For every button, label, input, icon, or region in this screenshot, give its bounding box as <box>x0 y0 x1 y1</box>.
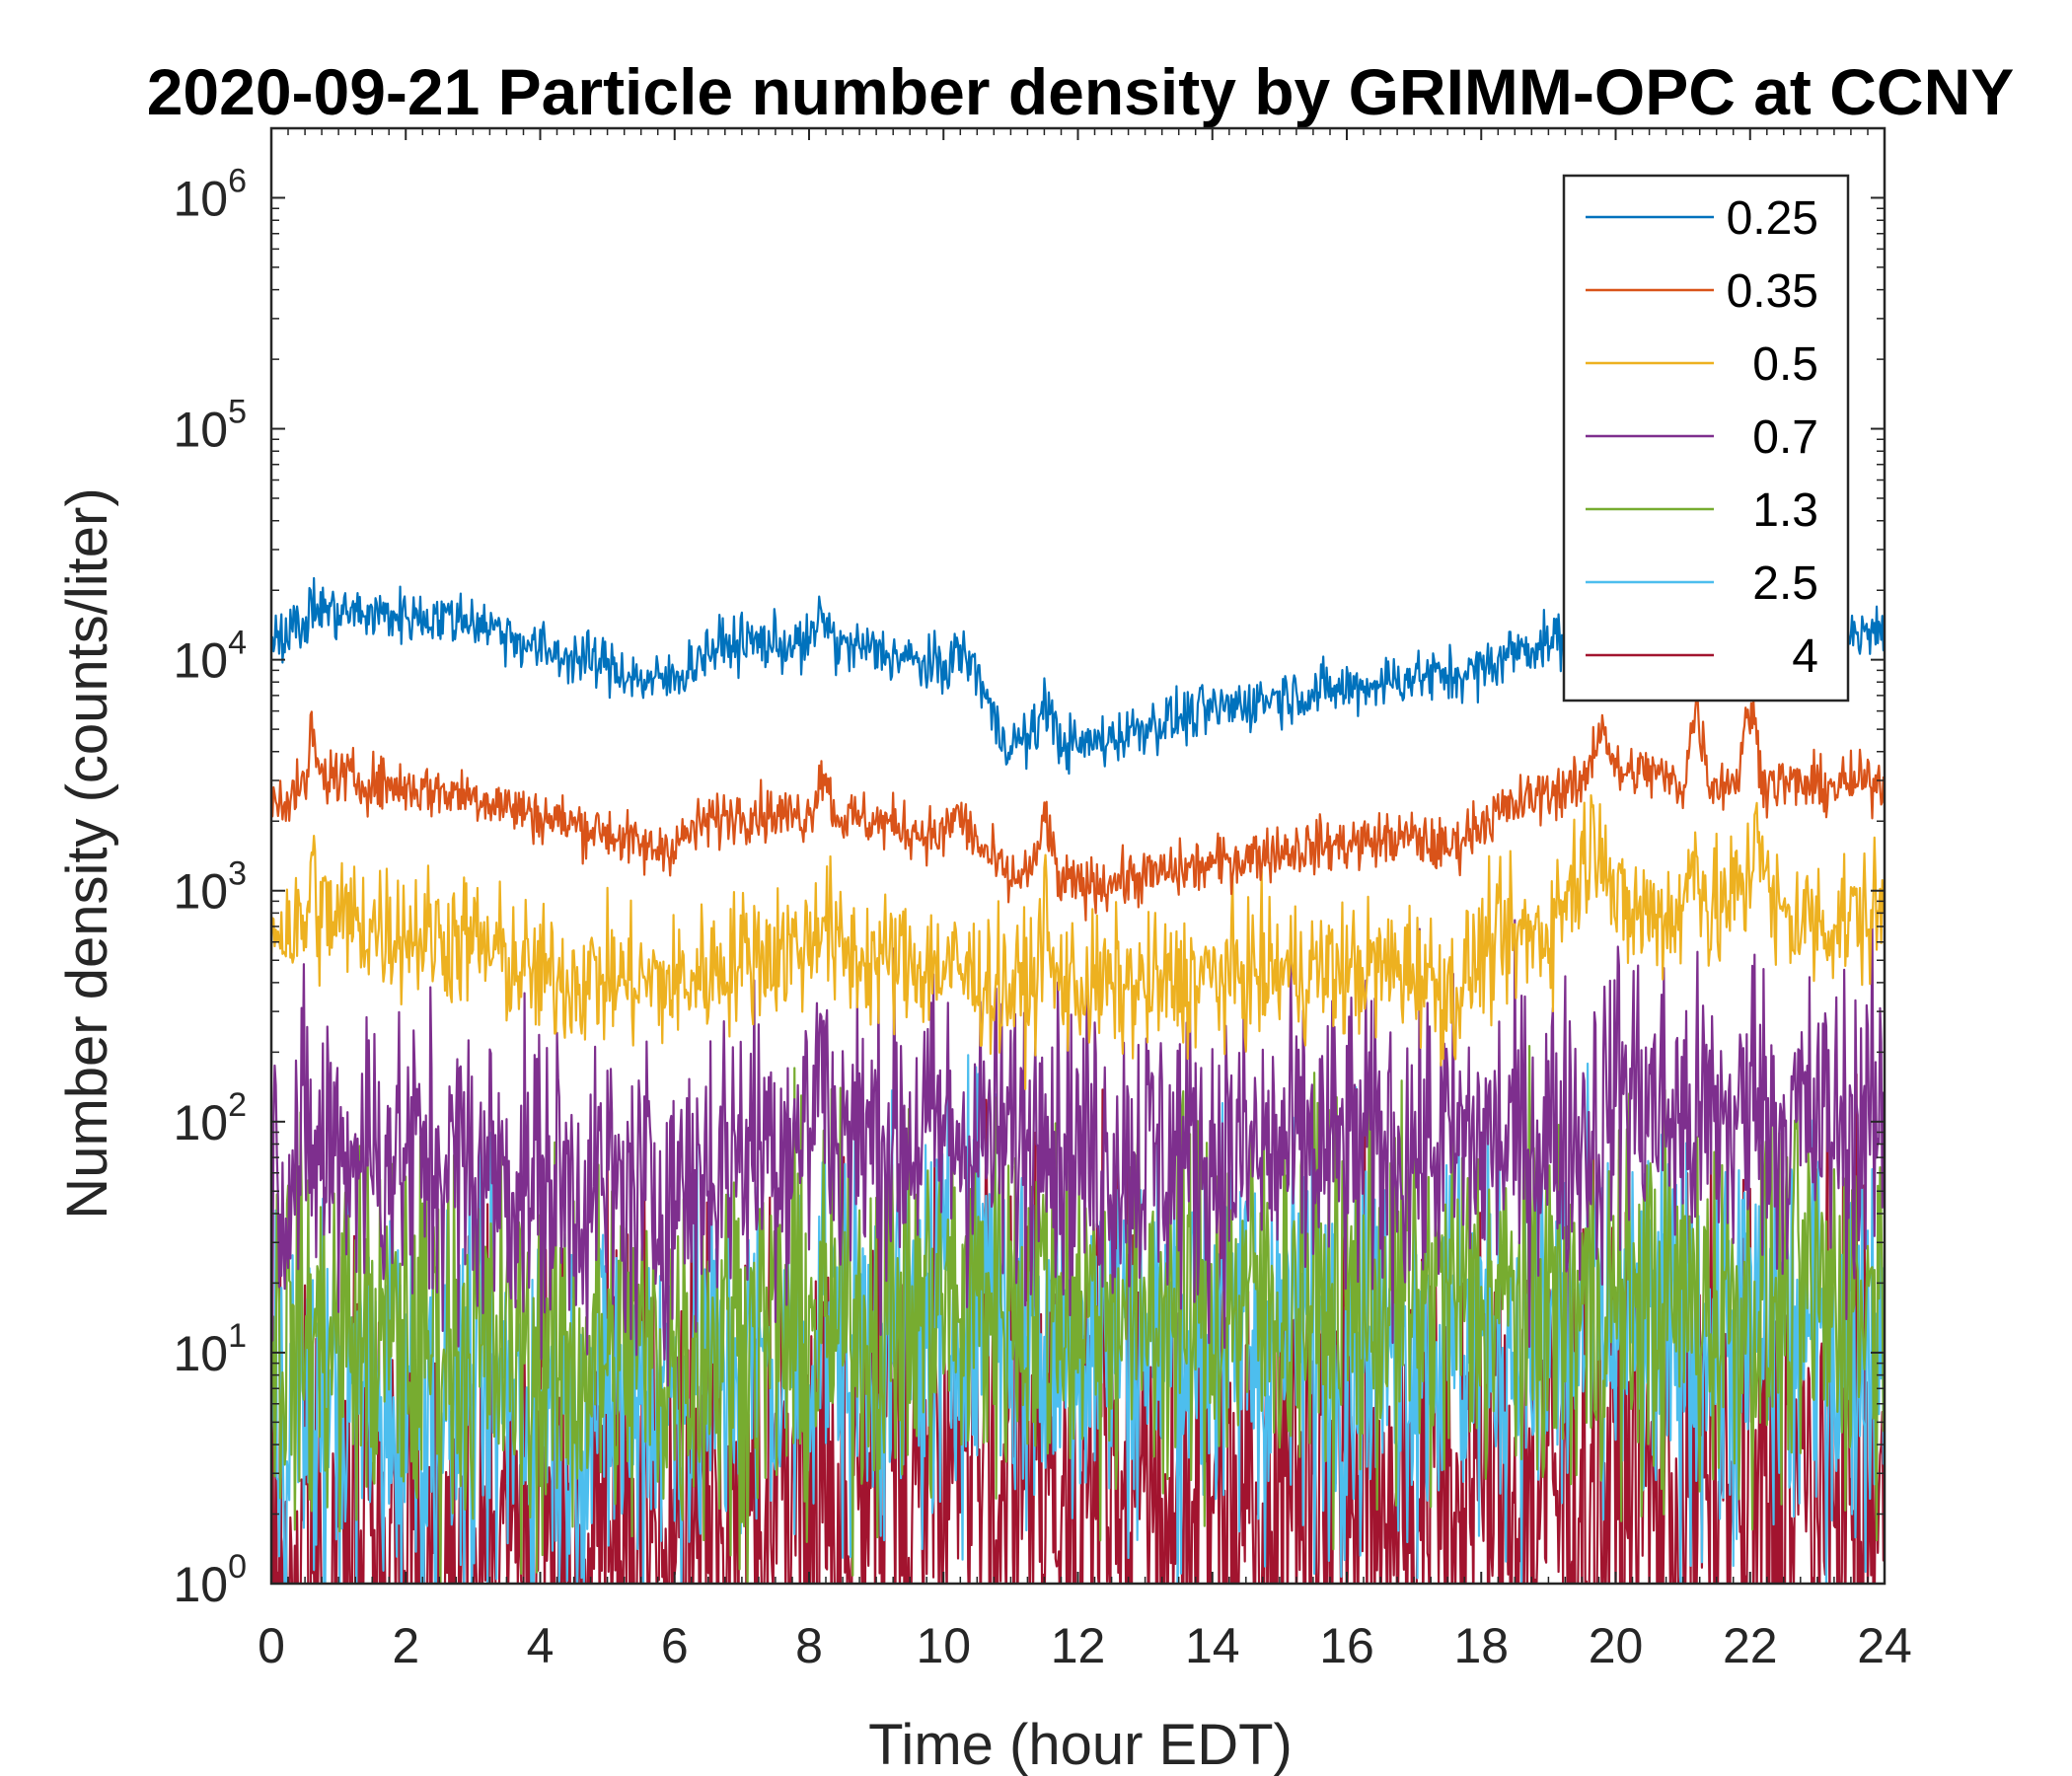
series-line-0-7 <box>271 914 1885 1387</box>
legend-box <box>1562 174 1850 703</box>
legend-label-4: 4 <box>1792 630 1818 683</box>
series-line-1-3 <box>271 1045 1885 1584</box>
x-tick-label: 16 <box>1319 1618 1374 1673</box>
y-tick-label: 100 <box>173 1548 247 1612</box>
y-tick-label: 103 <box>173 855 247 920</box>
x-tick-label: 18 <box>1453 1618 1509 1673</box>
x-tick-label: 6 <box>661 1618 689 1673</box>
legend-label-0-7: 0.7 <box>1752 411 1818 464</box>
y-axis-label: Number density (counts/liter) <box>55 487 119 1219</box>
x-tick-label: 0 <box>258 1618 285 1673</box>
y-tick-label: 106 <box>173 162 247 226</box>
x-tick-label: 20 <box>1589 1618 1644 1673</box>
x-tick-label: 10 <box>916 1618 971 1673</box>
legend-label-0-35: 0.35 <box>1727 265 1818 318</box>
y-tick-label: 102 <box>173 1086 247 1150</box>
legend-label-0-5: 0.5 <box>1752 338 1818 391</box>
series-line-0-5 <box>271 793 1885 1090</box>
x-tick-label: 4 <box>527 1618 555 1673</box>
y-tick-label: 104 <box>173 625 247 689</box>
legend: 0.25 0.35 0.5 0.7 1.3 2.5 4 <box>1562 174 1850 703</box>
x-axis-label: Time (hour EDT) <box>868 1713 1293 1776</box>
y-tick-label: 105 <box>173 394 247 458</box>
chart-title: 2020-09-21 Particle number density by GR… <box>147 55 2015 128</box>
legend-label-0-25: 0.25 <box>1727 192 1818 245</box>
series-line-0-35 <box>271 692 1885 922</box>
x-tick-label: 14 <box>1185 1618 1240 1673</box>
x-tick-label: 8 <box>795 1618 823 1673</box>
x-tick-label: 2 <box>392 1618 419 1673</box>
series-layer <box>271 576 1885 1584</box>
y-tick-label: 101 <box>173 1317 247 1381</box>
x-minor-ticks <box>287 128 1869 1584</box>
axes-layer: 0 2 4 6 8 10 12 14 16 18 20 22 241001011021031041051… <box>173 126 1912 1673</box>
x-tick-label: 12 <box>1051 1618 1106 1673</box>
x-tick-label: 24 <box>1857 1618 1912 1673</box>
x-tick-label: 22 <box>1723 1618 1778 1673</box>
y-minor-ticks <box>271 127 1885 1516</box>
legend-label-2-5: 2.5 <box>1752 557 1818 610</box>
legend-label-1-3: 1.3 <box>1752 484 1818 537</box>
